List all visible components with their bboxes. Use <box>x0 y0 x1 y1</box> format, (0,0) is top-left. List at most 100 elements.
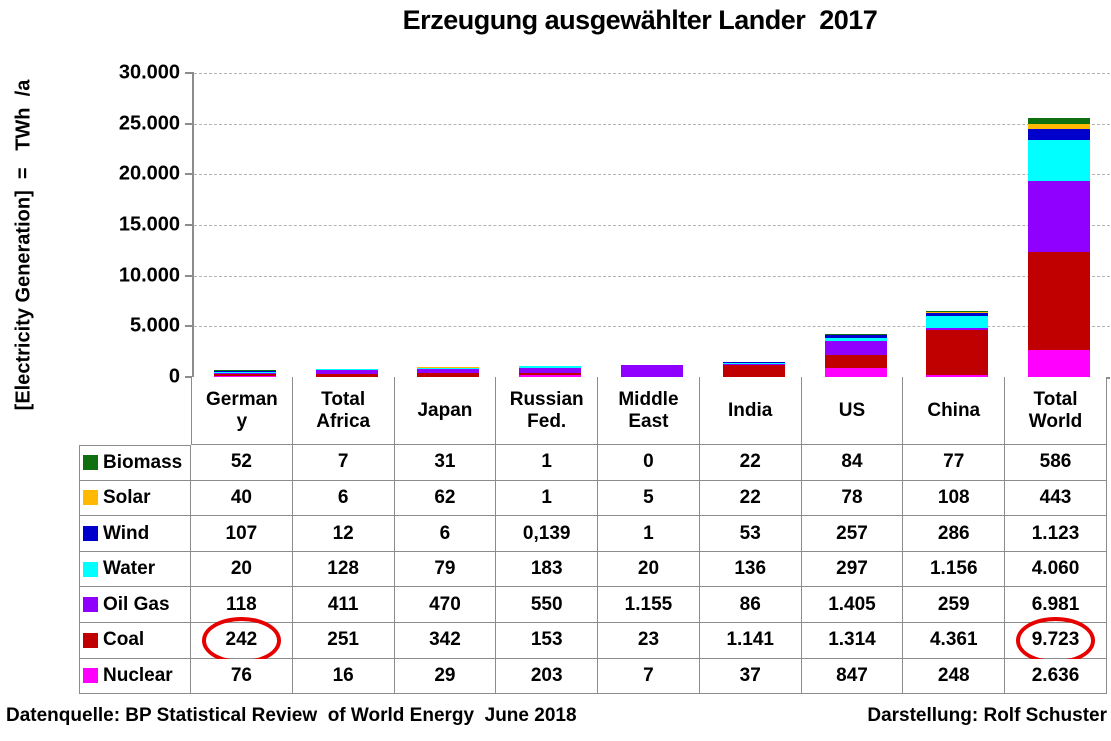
gridline-30-000 <box>194 73 1110 74</box>
legend-row-wind: Wind <box>79 516 191 552</box>
value-text: 136 <box>734 558 767 580</box>
value-cell-water-japan: 79 <box>394 551 497 588</box>
value-text: 52 <box>230 451 252 473</box>
value-text: 2.636 <box>1031 664 1080 686</box>
bar-germany <box>213 370 276 377</box>
bar-us <box>824 333 887 377</box>
bar-segment-coal <box>213 373 276 377</box>
value-cell-solar-middle-east: 5 <box>598 480 700 517</box>
legend-swatch-oil-gas <box>83 597 98 613</box>
bar-segment-nuclear <box>1028 350 1091 377</box>
value-text: 242 <box>225 629 258 651</box>
value-text: 0 <box>643 451 654 473</box>
value-text: 470 <box>429 593 461 615</box>
value-cell-nuclear-us: 847 <box>801 658 904 695</box>
value-cell-coal-russian-fed-: 153 <box>496 622 599 659</box>
bar-segment-coal <box>519 373 582 375</box>
gridline-25-000 <box>194 123 1110 125</box>
y-tick-label-0: 0 <box>168 365 180 388</box>
value-cell-oil-gas-russian-fed-: 550 <box>496 587 599 623</box>
value-text: 1.155 <box>624 593 673 615</box>
value-text: 847 <box>836 664 868 686</box>
value-text: 128 <box>327 558 359 580</box>
bar-segment-coal <box>926 330 989 375</box>
value-cell-coal-japan: 342 <box>394 622 497 659</box>
value-text: 16 <box>332 664 354 686</box>
value-cell-coal-india: 1.141 <box>699 622 802 659</box>
bar-segment-water <box>519 366 582 368</box>
value-text: 586 <box>1039 451 1072 473</box>
value-text: 5 <box>643 486 654 508</box>
bar-segment-wind <box>1028 128 1091 140</box>
value-cell-nuclear-india: 37 <box>699 658 802 695</box>
value-text: 22 <box>739 451 761 473</box>
bar-segment-water <box>417 367 480 369</box>
value-text: 76 <box>230 664 252 686</box>
legend-label-oil-gas: Oil Gas <box>103 593 170 615</box>
value-text: 251 <box>327 629 359 651</box>
value-text: 7 <box>337 451 349 473</box>
bar-segment-oil-gas <box>213 372 276 374</box>
value-cell-coal-germany: 242 <box>191 616 293 664</box>
y-tick-label-10-000: 10.000 <box>118 264 180 287</box>
bar-segment-oil-gas <box>417 368 480 374</box>
value-text: 79 <box>434 558 456 580</box>
value-cell-oil-gas-india: 86 <box>699 587 802 623</box>
y-tick-mark <box>185 72 194 74</box>
value-cell-wind-china: 286 <box>903 516 1006 552</box>
value-cell-oil-gas-us: 1.405 <box>801 587 904 623</box>
bar-segment-wind <box>926 313 989 316</box>
legend-swatch-coal <box>83 632 98 648</box>
gridline-15-000 <box>194 225 1110 226</box>
legend-swatch-solar <box>83 490 98 506</box>
value-text: 20 <box>637 558 660 580</box>
value-text: 6 <box>439 522 451 544</box>
legend-row-water: Water <box>79 551 191 588</box>
bar-segment-oil-gas <box>926 327 989 331</box>
value-text: 259 <box>937 593 970 615</box>
value-text: 9.723 <box>1031 629 1080 651</box>
value-cell-oil-gas-china: 259 <box>903 587 1006 623</box>
y-tick-label-5-000: 5.000 <box>129 314 180 337</box>
bar-segment-biomass <box>1028 118 1091 125</box>
bar-total-world <box>1028 118 1091 377</box>
bar-segment-water <box>722 362 785 365</box>
value-cell-nuclear-japan: 29 <box>394 658 497 695</box>
value-text: 1.141 <box>726 629 774 651</box>
legend-swatch-biomass <box>83 455 98 471</box>
value-cell-biomass-total-world: 586 <box>1005 445 1107 481</box>
footer-source: Datenquelle: BP Statistical Review of Wo… <box>6 705 577 726</box>
value-text: 86 <box>739 593 761 615</box>
legend-row-coal: Coal <box>79 622 191 659</box>
value-cell-wind-total-world: 1.123 <box>1005 516 1107 552</box>
value-cell-biomass-germany: 52 <box>191 445 293 481</box>
value-cell-coal-china: 4.361 <box>903 622 1006 659</box>
value-text: 286 <box>937 522 970 544</box>
value-text: 37 <box>739 664 761 686</box>
bar-segment-biomass <box>213 370 276 371</box>
bar-segment-solar <box>824 334 887 336</box>
value-text: 23 <box>637 629 660 651</box>
y-tick-label-15-000: 15.000 <box>118 213 180 236</box>
chart-title: Erzeugung ausgewählter Lander 2017 <box>402 5 878 35</box>
legend-row-oil-gas: Oil Gas <box>79 587 191 623</box>
legend-label-water: Water <box>103 558 156 580</box>
y-axis-title: [Electricity Generation] = TWh /a <box>12 79 35 411</box>
y-tick-label-20-000: 20.000 <box>118 162 180 185</box>
legend-row-biomass: Biomass <box>79 445 191 481</box>
value-text: 62 <box>434 486 456 508</box>
column-header-russian-fed-: Russian Fed. <box>496 377 599 445</box>
footer-credit: Darstellung: Rolf Schuster <box>867 705 1107 726</box>
value-cell-wind-japan: 6 <box>394 516 497 552</box>
value-cell-coal-middle-east: 23 <box>598 622 700 659</box>
value-cell-oil-gas-total-world: 6.981 <box>1005 587 1107 623</box>
plot-area <box>185 72 1110 379</box>
value-text: 1.123 <box>1031 522 1080 544</box>
value-text: 20 <box>230 558 252 580</box>
gridline-20-000 <box>194 174 1110 176</box>
value-text: 411 <box>327 593 359 615</box>
column-header-middle-east: Middle East <box>598 377 700 445</box>
bar-segment-water <box>926 316 989 328</box>
value-cell-nuclear-germany: 76 <box>191 658 293 695</box>
value-text: 203 <box>530 664 563 686</box>
